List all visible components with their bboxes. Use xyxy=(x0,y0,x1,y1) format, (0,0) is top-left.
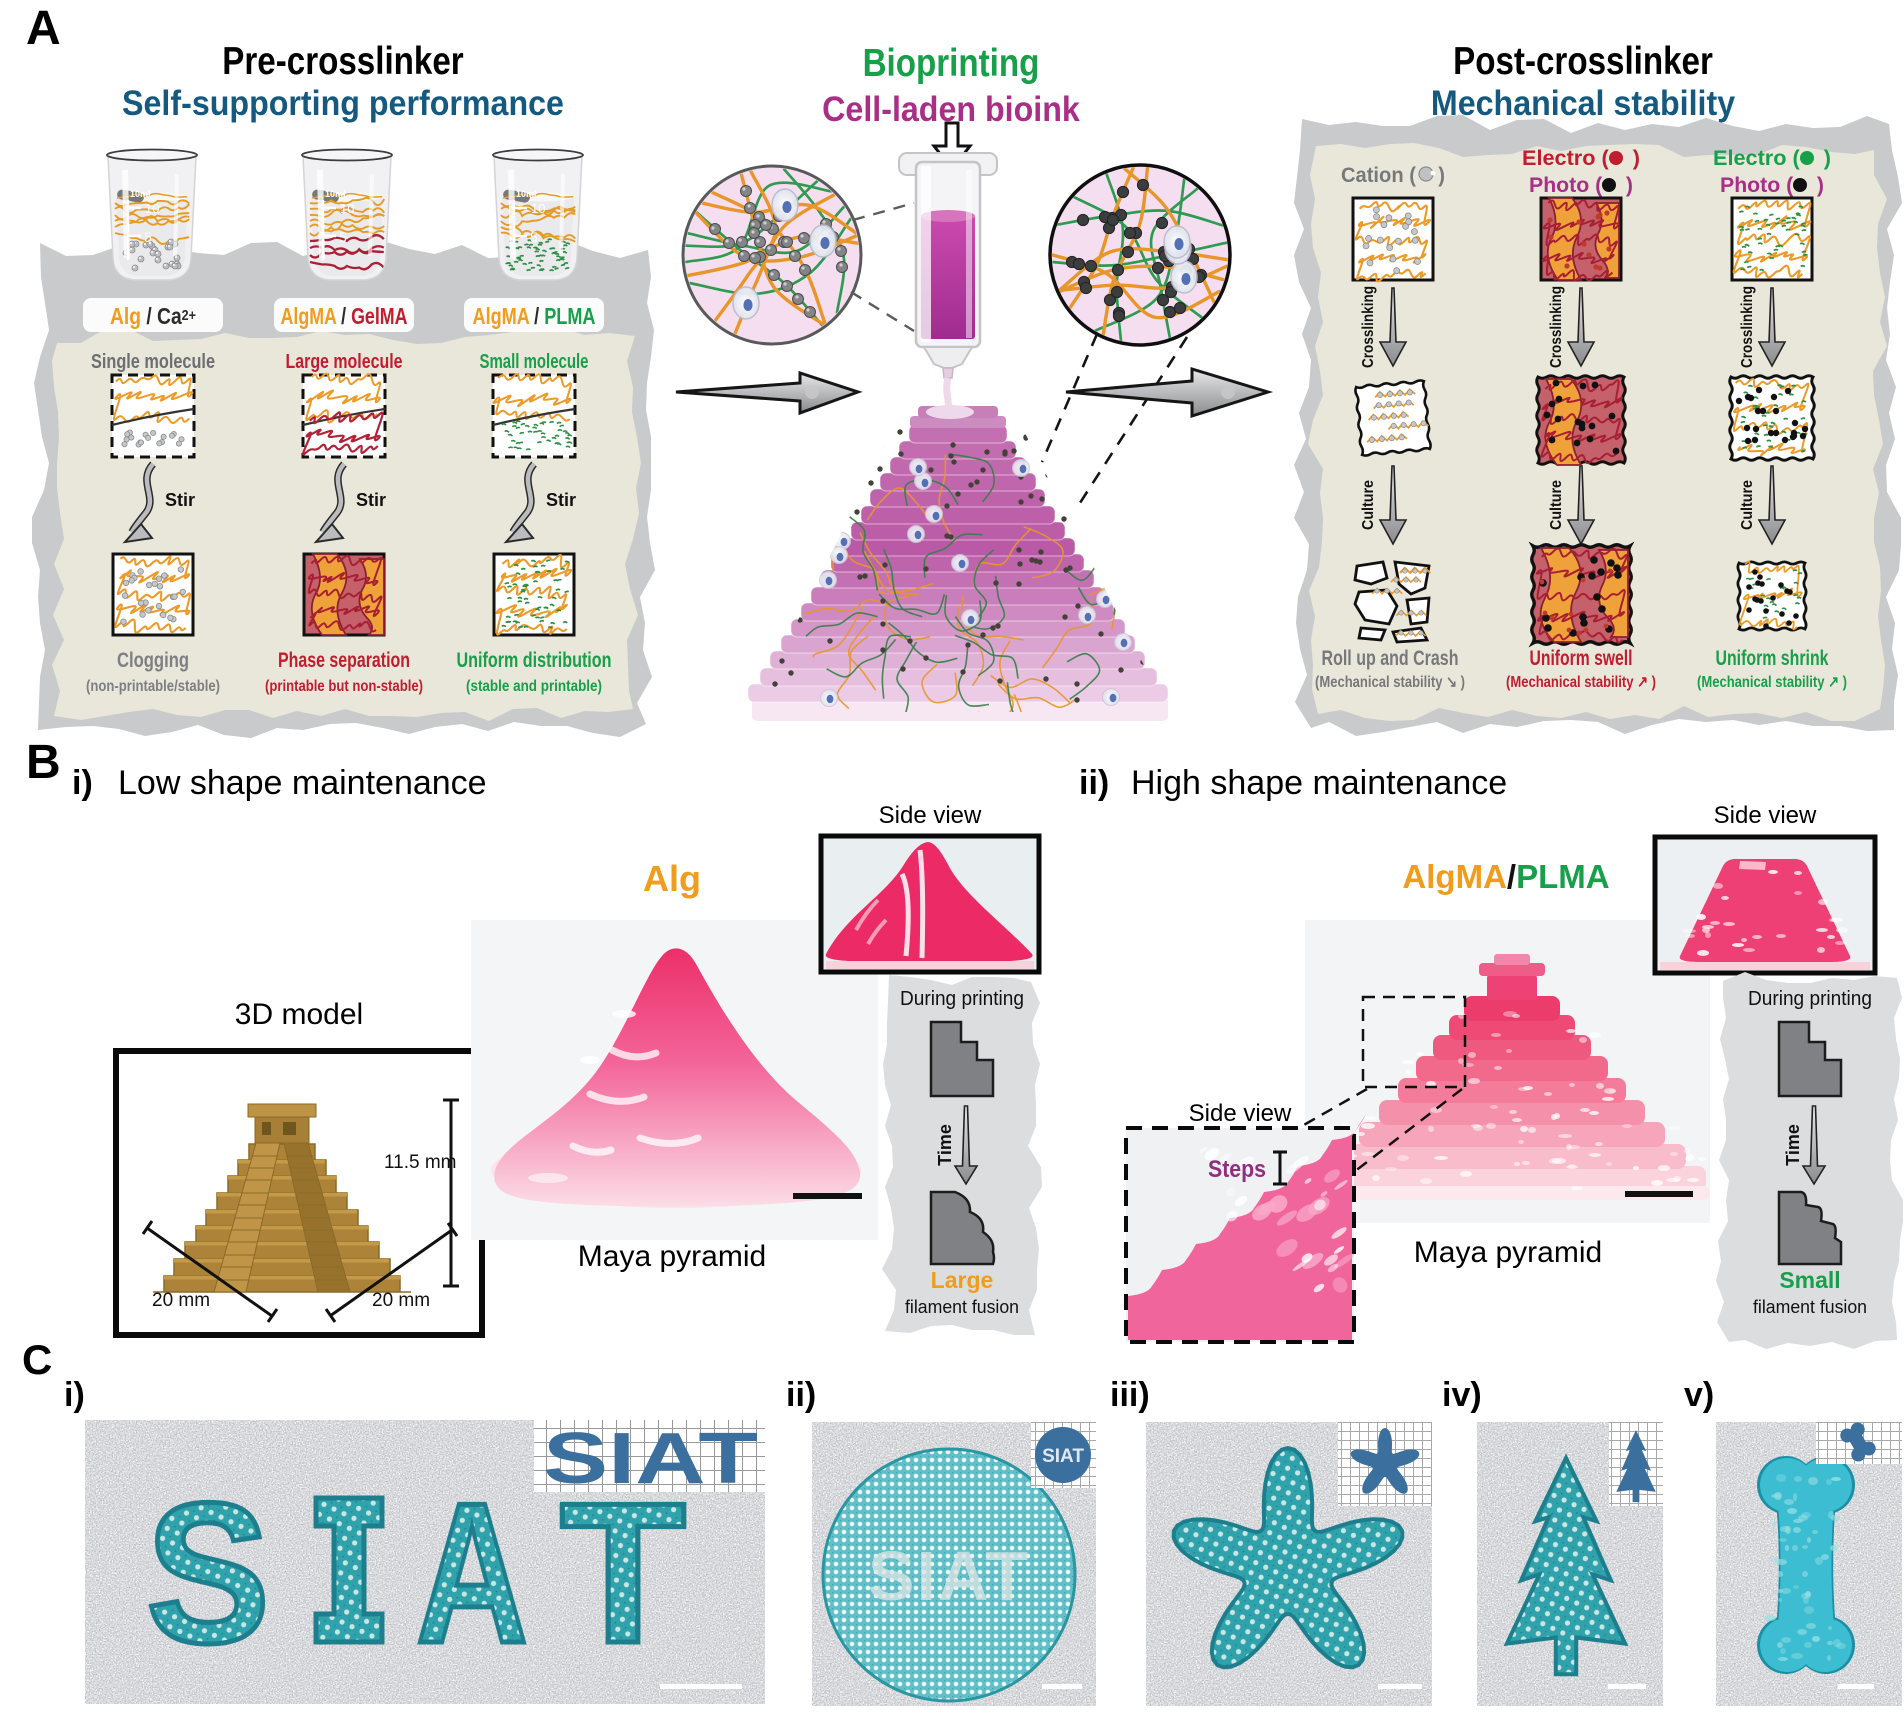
svg-text:Culture: Culture xyxy=(1548,480,1565,530)
svg-text:20 mm: 20 mm xyxy=(152,1290,210,1311)
svg-text:Steps: Steps xyxy=(1208,1156,1266,1183)
svg-text:Crosslinking: Crosslinking xyxy=(1548,286,1565,368)
svg-text:AlgMA / GelMA: AlgMA / GelMA xyxy=(281,303,408,329)
svg-text:Uniform shrink: Uniform shrink xyxy=(1716,647,1829,670)
svg-text:(Mechanical stability ↘ ): (Mechanical stability ↘ ) xyxy=(1315,674,1465,691)
svg-text:Stir: Stir xyxy=(356,490,386,510)
svg-text:Electro ( ): Electro ( ) xyxy=(1713,147,1831,170)
svg-text:filament fusion: filament fusion xyxy=(1753,1297,1867,1317)
svg-text:10ml: 10ml xyxy=(130,189,151,199)
svg-text:T: T xyxy=(560,1462,686,1685)
svg-text:Crosslinking: Crosslinking xyxy=(1360,286,1377,368)
svg-text:5: 5 xyxy=(144,229,152,245)
svg-text:Single molecule: Single molecule xyxy=(91,351,215,373)
svg-text:10ml: 10ml xyxy=(516,189,537,199)
svg-text:Culture: Culture xyxy=(1360,480,1377,530)
svg-text:Large molecule: Large molecule xyxy=(286,351,403,373)
svg-text:filament fusion: filament fusion xyxy=(905,1297,1019,1317)
svg-text:SIAT: SIAT xyxy=(1042,1446,1084,1467)
svg-text:10: 10 xyxy=(531,201,545,216)
svg-text:Large: Large xyxy=(931,1267,994,1293)
svg-text:5: 5 xyxy=(339,229,347,245)
svg-text:SIAT: SIAT xyxy=(543,1419,758,1499)
svg-text:Cation ( ): Cation ( ) xyxy=(1341,164,1445,187)
svg-text:A: A xyxy=(416,1462,528,1685)
svg-text:10ml: 10ml xyxy=(325,189,346,199)
svg-text:Phase separation: Phase separation xyxy=(278,649,410,672)
svg-text:Alg / Ca2+: Alg / Ca2+ xyxy=(110,303,196,329)
svg-text:Roll up and Crash: Roll up and Crash xyxy=(1322,647,1459,670)
svg-text:Uniform distribution: Uniform distribution xyxy=(457,649,612,672)
svg-text:Clogging: Clogging xyxy=(117,649,189,672)
svg-text:During printing: During printing xyxy=(1748,988,1872,1010)
svg-text:Small molecule: Small molecule xyxy=(480,351,589,373)
svg-text:AlgMA / PLMA: AlgMA / PLMA xyxy=(473,303,596,329)
svg-text:During printing: During printing xyxy=(900,988,1024,1010)
svg-text:11.5 mm: 11.5 mm xyxy=(384,1152,457,1173)
svg-text:Stir: Stir xyxy=(165,490,195,510)
svg-text:SIAT: SIAT xyxy=(868,1537,1030,1615)
svg-text:Electro ( ): Electro ( ) xyxy=(1522,147,1640,170)
svg-text:(stable and printable): (stable and printable) xyxy=(466,678,602,695)
svg-text:Culture: Culture xyxy=(1739,480,1756,530)
svg-text:Stir: Stir xyxy=(546,490,576,510)
svg-text:20 mm: 20 mm xyxy=(372,1290,430,1311)
svg-text:(Mechanical stability ↗ ): (Mechanical stability ↗ ) xyxy=(1697,674,1847,691)
svg-text:(non-printable/stable): (non-printable/stable) xyxy=(86,678,220,695)
svg-text:(Mechanical stability ↗ ): (Mechanical stability ↗ ) xyxy=(1506,674,1656,691)
svg-text:Uniform swell: Uniform swell xyxy=(1530,647,1633,670)
svg-text:10: 10 xyxy=(145,201,159,216)
svg-text:Crosslinking: Crosslinking xyxy=(1739,286,1756,368)
svg-text:S: S xyxy=(146,1462,270,1685)
svg-text:5: 5 xyxy=(530,229,538,245)
svg-text:Time: Time xyxy=(935,1124,955,1166)
svg-text:Small: Small xyxy=(1779,1267,1840,1293)
svg-text:10: 10 xyxy=(340,201,354,216)
svg-text:Time: Time xyxy=(1783,1124,1803,1166)
svg-text:(printable but non-stable): (printable but non-stable) xyxy=(265,678,423,695)
